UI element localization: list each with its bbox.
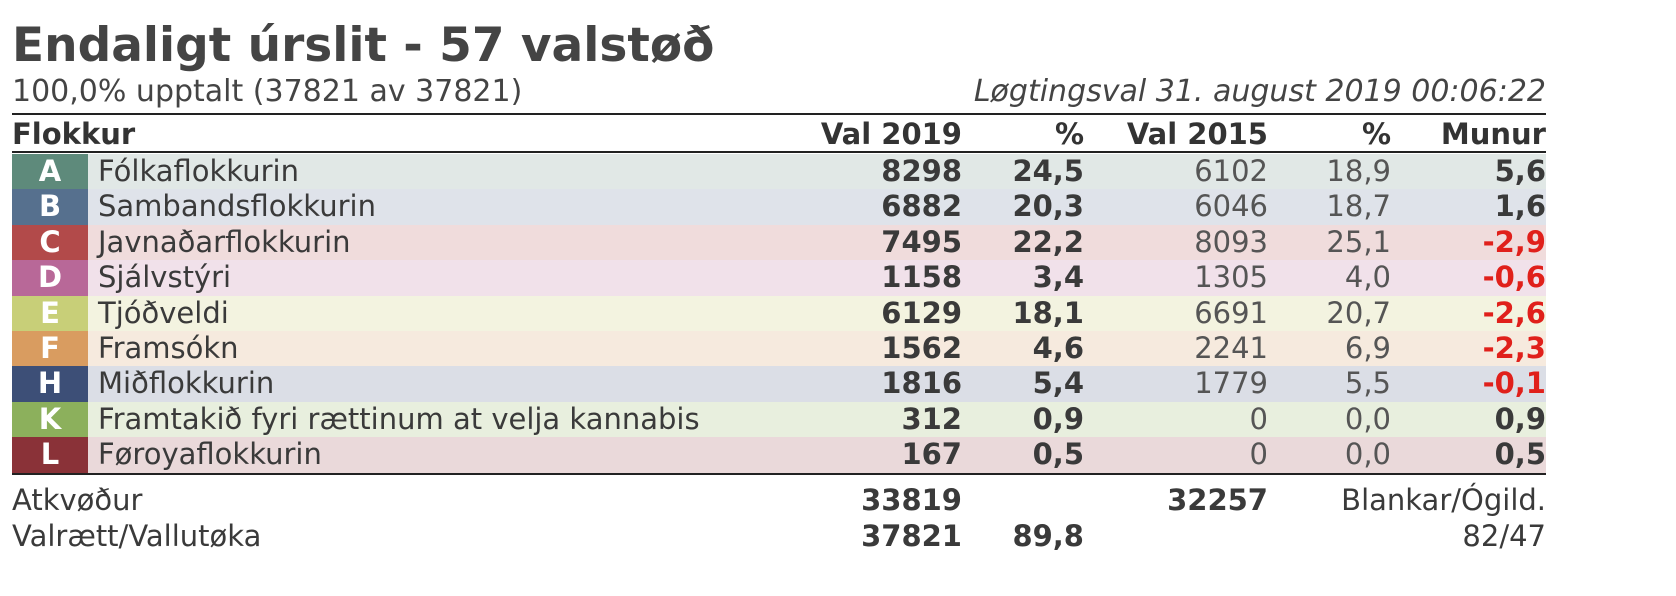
col-pct-2015: % — [1361, 117, 1391, 151]
party-name: Tjóðveldi — [98, 295, 229, 330]
change-cell: 5,6 — [1494, 154, 1546, 188]
header-bottom-rule — [12, 151, 1546, 153]
votes-2019-cell: 1158 — [881, 260, 962, 295]
turnout-pct: 89,8 — [1012, 519, 1084, 553]
table-bottom-rule — [12, 473, 1546, 475]
pct-2019-cell: 4,6 — [1032, 330, 1084, 365]
votes-2019-cell: 6129 — [881, 295, 962, 330]
table-row: K Framtakið fyri rættinum at velja kannab… — [12, 401, 1546, 438]
totals-electorate-row: Valrætt/Vallutøka 37821 89,8 82/47 — [12, 518, 1546, 554]
pct-2015-cell: 4,0 — [1344, 260, 1391, 295]
col-votes-2015: Val 2015 — [1126, 117, 1268, 151]
col-party: Flokkur — [12, 117, 136, 151]
votes-2015-cell: 8093 — [1194, 224, 1268, 259]
table-row: E Tjóðveldi 6129 18,1 6691 20,7 -2,6 — [12, 295, 1546, 331]
table-row: H Miðflokkurin 1816 5,4 1779 5,5 -0,1 — [12, 366, 1546, 402]
change-cell: -2,9 — [1482, 224, 1546, 259]
election-timestamp: Løgtingsval 31. august 2019 00:06:22 — [973, 74, 1546, 109]
votes-label: Atkvøður — [12, 483, 143, 517]
pct-2019-cell: 20,3 — [1012, 189, 1084, 224]
party-name: Miðflokkurin — [98, 366, 275, 401]
pct-2015-cell: 18,9 — [1326, 154, 1391, 188]
table-row: L Føroyaflokkurin 167 0,5 0 0,0 0,5 — [12, 437, 1546, 473]
col-pct-2019: % — [1054, 117, 1084, 151]
col-change: Munur — [1440, 117, 1546, 151]
party-letter-badge: E — [12, 295, 88, 331]
pct-2019-cell: 0,5 — [1032, 437, 1084, 472]
table-row: C Javnaðarflokkurin 7495 22,2 8093 25,1 -2,9 — [12, 224, 1546, 261]
votes-2019-cell: 6882 — [881, 189, 962, 224]
party-name: Sambandsflokkurin — [98, 189, 376, 224]
party-letter-badge: C — [12, 224, 88, 261]
change-cell: 0,5 — [1494, 437, 1546, 472]
change-cell: -2,3 — [1482, 330, 1546, 365]
party-letter-badge: F — [12, 330, 88, 367]
votes-2015-cell: 1305 — [1194, 260, 1268, 295]
page-title: Endaligt úrslit - 57 valstøð — [12, 18, 715, 73]
party-name: Fólkaflokkurin — [98, 154, 299, 188]
pct-2015-cell: 6,9 — [1344, 330, 1391, 365]
total-votes-2019: 33819 — [861, 483, 962, 517]
table-row: B Sambandsflokkurin 6882 20,3 6046 18,7 1,6 — [12, 189, 1546, 225]
change-cell: -2,6 — [1482, 295, 1546, 330]
votes-2015-cell: 6691 — [1194, 295, 1268, 330]
table-row: D Sjálvstýri 1158 3,4 1305 4,0 -0,6 — [12, 260, 1546, 296]
votes-2015-cell: 6046 — [1194, 189, 1268, 224]
change-cell: -0,6 — [1482, 260, 1546, 295]
blank-invalid-label: Blankar/Ógild. — [1341, 483, 1546, 517]
pct-2015-cell: 0,0 — [1344, 437, 1391, 472]
pct-2015-cell: 5,5 — [1344, 366, 1391, 401]
pct-2019-cell: 3,4 — [1032, 260, 1084, 295]
party-name: Javnaðarflokkurin — [98, 224, 351, 259]
votes-2019-cell: 7495 — [881, 224, 962, 259]
table-row: A Fólkaflokkurin 8298 24,5 6102 18,9 5,6 — [12, 154, 1546, 190]
change-cell: 0,9 — [1494, 401, 1546, 436]
col-votes-2019: Val 2019 — [820, 117, 962, 151]
votes-2019-cell: 1562 — [881, 330, 962, 365]
pct-2019-cell: 22,2 — [1012, 224, 1084, 259]
pct-2015-cell: 25,1 — [1326, 224, 1391, 259]
pct-2019-cell: 24,5 — [1012, 154, 1084, 188]
votes-2019-cell: 312 — [901, 401, 962, 436]
header-top-rule — [12, 113, 1546, 115]
party-letter-badge: B — [12, 189, 88, 225]
votes-2015-cell: 0 — [1249, 437, 1268, 472]
electorate-count: 37821 — [861, 519, 962, 553]
blank-invalid-count: 82/47 — [1462, 519, 1546, 553]
party-name: Framsókn — [98, 330, 239, 365]
subtitle-line: 100,0% upptalt (37821 av 37821) Løgtings… — [12, 74, 1546, 110]
pct-2019-cell: 0,9 — [1032, 401, 1084, 436]
party-letter-badge: H — [12, 366, 88, 402]
votes-2015-cell: 1779 — [1194, 366, 1268, 401]
counting-progress: 100,0% upptalt (37821 av 37821) — [12, 74, 523, 109]
party-letter-badge: D — [12, 260, 88, 296]
total-votes-2015: 32257 — [1167, 483, 1268, 517]
votes-2019-cell: 167 — [901, 437, 962, 472]
pct-2019-cell: 5,4 — [1032, 366, 1084, 401]
votes-2019-cell: 1816 — [881, 366, 962, 401]
votes-2015-cell: 0 — [1249, 401, 1268, 436]
party-name: Føroyaflokkurin — [98, 437, 322, 472]
party-letter-badge: A — [12, 154, 88, 190]
table-row: F Framsókn 1562 4,6 2241 6,9 -2,3 — [12, 330, 1546, 367]
pct-2015-cell: 18,7 — [1326, 189, 1391, 224]
pct-2015-cell: 0,0 — [1344, 401, 1391, 436]
votes-2019-cell: 8298 — [881, 154, 962, 188]
electorate-label: Valrætt/Vallutøka — [12, 519, 262, 553]
change-cell: -0,1 — [1482, 366, 1546, 401]
party-name: Sjálvstýri — [98, 260, 232, 295]
pct-2019-cell: 18,1 — [1012, 295, 1084, 330]
totals-votes-row: Atkvøður 33819 32257 Blankar/Ógild. — [12, 482, 1546, 518]
votes-2015-cell: 6102 — [1194, 154, 1268, 188]
party-letter-badge: L — [12, 437, 88, 473]
party-rows: A Fólkaflokkurin 8298 24,5 6102 18,9 5,6 B Samba… — [12, 154, 1546, 473]
party-name: Framtakið fyri rættinum at velja kannabi… — [98, 401, 700, 436]
change-cell: 1,6 — [1494, 189, 1546, 224]
votes-2015-cell: 2241 — [1194, 330, 1268, 365]
pct-2015-cell: 20,7 — [1326, 295, 1391, 330]
table-header: Flokkur Val 2019 % Val 2015 % Munur — [12, 117, 1546, 151]
party-letter-badge: K — [12, 401, 88, 438]
